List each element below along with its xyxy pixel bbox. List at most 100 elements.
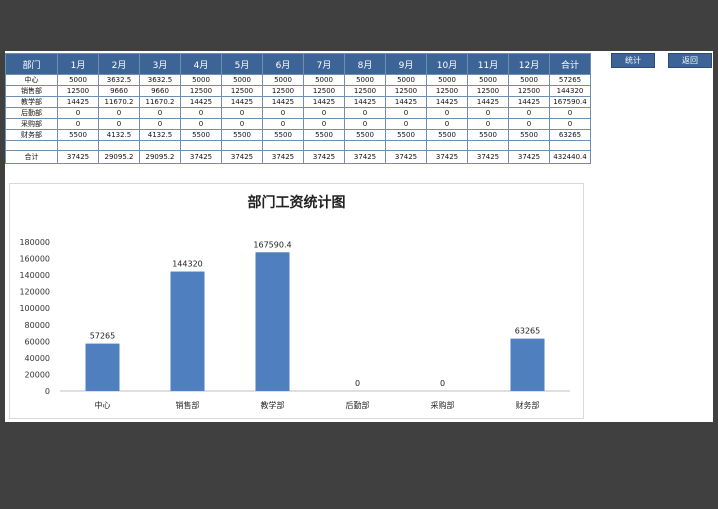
table-cell[interactable]: 11670.2 bbox=[139, 96, 181, 108]
table-cell[interactable]: 14425 bbox=[303, 96, 345, 108]
table-cell[interactable]: 0 bbox=[57, 107, 99, 119]
table-cell[interactable]: 29095.2 bbox=[98, 150, 140, 164]
table-cell[interactable]: 37425 bbox=[180, 150, 222, 164]
table-cell[interactable]: 5000 bbox=[426, 74, 468, 86]
table-cell[interactable]: 5500 bbox=[221, 129, 263, 141]
table-cell[interactable]: 9660 bbox=[98, 85, 140, 97]
table-cell[interactable]: 12500 bbox=[221, 85, 263, 97]
table-cell[interactable] bbox=[57, 140, 99, 151]
table-cell[interactable]: 5000 bbox=[344, 74, 386, 86]
table-cell[interactable]: 37425 bbox=[426, 150, 468, 164]
row-label-cell[interactable]: 采购部 bbox=[5, 118, 58, 130]
table-cell[interactable]: 0 bbox=[98, 118, 140, 130]
table-cell[interactable]: 12500 bbox=[57, 85, 99, 97]
table-cell[interactable] bbox=[98, 140, 140, 151]
table-cell[interactable]: 12500 bbox=[180, 85, 222, 97]
table-cell[interactable] bbox=[508, 140, 550, 151]
table-cell[interactable]: 0 bbox=[262, 118, 304, 130]
table-cell[interactable]: 0 bbox=[221, 107, 263, 119]
table-cell[interactable]: 0 bbox=[262, 107, 304, 119]
table-cell[interactable]: 0 bbox=[139, 107, 181, 119]
row-label-cell[interactable]: 合计 bbox=[5, 150, 58, 164]
table-cell[interactable] bbox=[385, 140, 427, 151]
table-cell[interactable]: 37425 bbox=[385, 150, 427, 164]
row-label-cell[interactable]: 中心 bbox=[5, 74, 58, 86]
back-button[interactable]: 返回 bbox=[668, 53, 712, 68]
table-cell[interactable]: 144320 bbox=[549, 85, 591, 97]
table-cell[interactable]: 3632.5 bbox=[139, 74, 181, 86]
table-cell[interactable]: 12500 bbox=[303, 85, 345, 97]
table-cell[interactable]: 63265 bbox=[549, 129, 591, 141]
table-cell[interactable]: 5000 bbox=[262, 74, 304, 86]
table-cell[interactable]: 0 bbox=[303, 118, 345, 130]
table-cell[interactable] bbox=[180, 140, 222, 151]
table-cell[interactable]: 14425 bbox=[180, 96, 222, 108]
row-label-cell[interactable]: 财务部 bbox=[5, 129, 58, 141]
table-cell[interactable]: 0 bbox=[303, 107, 345, 119]
table-cell[interactable]: 0 bbox=[508, 118, 550, 130]
table-cell[interactable]: 37425 bbox=[344, 150, 386, 164]
table-cell[interactable] bbox=[426, 140, 468, 151]
table-cell[interactable]: 37425 bbox=[467, 150, 509, 164]
table-cell[interactable]: 0 bbox=[180, 107, 222, 119]
table-cell[interactable]: 9660 bbox=[139, 85, 181, 97]
table-cell[interactable]: 5500 bbox=[426, 129, 468, 141]
table-cell[interactable]: 5500 bbox=[303, 129, 345, 141]
table-cell[interactable]: 0 bbox=[221, 118, 263, 130]
table-cell[interactable]: 0 bbox=[426, 118, 468, 130]
table-cell[interactable]: 0 bbox=[549, 107, 591, 119]
table-cell[interactable]: 11670.2 bbox=[98, 96, 140, 108]
table-cell[interactable]: 14425 bbox=[57, 96, 99, 108]
table-cell[interactable]: 5500 bbox=[344, 129, 386, 141]
table-cell[interactable]: 5500 bbox=[262, 129, 304, 141]
table-cell[interactable]: 0 bbox=[467, 118, 509, 130]
stats-button[interactable]: 统计 bbox=[611, 53, 655, 68]
table-cell[interactable]: 0 bbox=[57, 118, 99, 130]
table-cell[interactable]: 29095.2 bbox=[139, 150, 181, 164]
table-cell[interactable]: 37425 bbox=[303, 150, 345, 164]
table-cell[interactable]: 37425 bbox=[221, 150, 263, 164]
table-cell[interactable]: 5000 bbox=[221, 74, 263, 86]
table-cell[interactable] bbox=[139, 140, 181, 151]
table-cell[interactable] bbox=[303, 140, 345, 151]
table-cell[interactable]: 5500 bbox=[508, 129, 550, 141]
table-cell[interactable] bbox=[549, 140, 591, 151]
table-cell[interactable]: 5500 bbox=[385, 129, 427, 141]
table-cell[interactable]: 5500 bbox=[57, 129, 99, 141]
table-cell[interactable]: 5000 bbox=[57, 74, 99, 86]
table-cell[interactable]: 0 bbox=[180, 118, 222, 130]
table-cell[interactable]: 4132.5 bbox=[98, 129, 140, 141]
table-cell[interactable]: 14425 bbox=[426, 96, 468, 108]
row-label-cell[interactable]: 后勤部 bbox=[5, 107, 58, 119]
table-cell[interactable]: 12500 bbox=[385, 85, 427, 97]
table-cell[interactable]: 5000 bbox=[467, 74, 509, 86]
table-cell[interactable]: 0 bbox=[344, 118, 386, 130]
table-cell[interactable]: 12500 bbox=[262, 85, 304, 97]
table-cell[interactable]: 12500 bbox=[426, 85, 468, 97]
table-cell[interactable]: 14425 bbox=[344, 96, 386, 108]
table-cell[interactable]: 0 bbox=[467, 107, 509, 119]
table-cell[interactable]: 0 bbox=[139, 118, 181, 130]
table-cell[interactable]: 12500 bbox=[344, 85, 386, 97]
table-cell[interactable]: 57265 bbox=[549, 74, 591, 86]
table-cell[interactable] bbox=[221, 140, 263, 151]
table-cell[interactable]: 0 bbox=[549, 118, 591, 130]
table-cell[interactable]: 5000 bbox=[508, 74, 550, 86]
table-cell[interactable]: 0 bbox=[344, 107, 386, 119]
table-cell[interactable]: 14425 bbox=[508, 96, 550, 108]
table-cell[interactable]: 0 bbox=[426, 107, 468, 119]
table-cell[interactable]: 5000 bbox=[180, 74, 222, 86]
table-cell[interactable] bbox=[344, 140, 386, 151]
table-cell[interactable]: 12500 bbox=[467, 85, 509, 97]
table-cell[interactable]: 432440.4 bbox=[549, 150, 591, 164]
table-cell[interactable]: 0 bbox=[385, 118, 427, 130]
table-cell[interactable]: 37425 bbox=[508, 150, 550, 164]
table-cell[interactable]: 14425 bbox=[467, 96, 509, 108]
table-cell[interactable]: 3632.5 bbox=[98, 74, 140, 86]
table-cell[interactable]: 5500 bbox=[180, 129, 222, 141]
table-cell[interactable]: 14425 bbox=[262, 96, 304, 108]
table-cell[interactable] bbox=[262, 140, 304, 151]
table-cell[interactable]: 12500 bbox=[508, 85, 550, 97]
row-label-cell[interactable] bbox=[5, 140, 58, 151]
table-cell[interactable]: 14425 bbox=[385, 96, 427, 108]
